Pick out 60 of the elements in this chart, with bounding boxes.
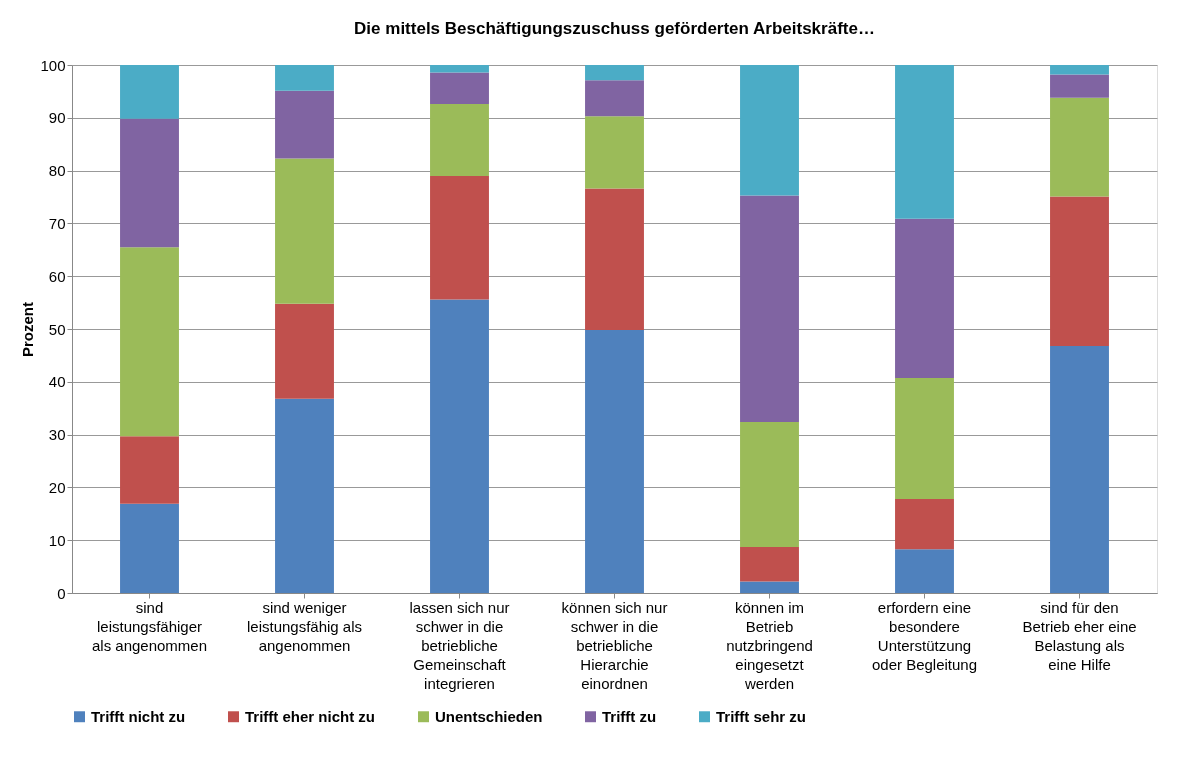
bar — [740, 421, 799, 548]
bar — [740, 65, 799, 196]
bar — [740, 581, 799, 593]
bar — [585, 188, 644, 331]
bar — [895, 65, 954, 219]
y-tick-label: 20 — [48, 478, 66, 496]
y-axis-title: Prozent — [19, 301, 37, 358]
x-tick-label: erfordern eine besondere Unterstützung oder Begleitung — [871, 598, 978, 673]
bar — [275, 65, 334, 91]
bar — [120, 118, 179, 248]
y-tick-label: 30 — [48, 426, 66, 444]
bar — [120, 436, 179, 504]
x-tick-label: lassen sich nur schwer in die betriebliche Gemeinschaft integrieren — [409, 598, 510, 692]
bar — [120, 247, 179, 437]
bar — [275, 90, 334, 159]
bar — [740, 195, 799, 422]
bar — [585, 80, 644, 117]
x-tick-label: sind leistungsfähiger als angenommen — [91, 598, 208, 654]
bar — [895, 499, 954, 550]
bar — [895, 378, 954, 500]
y-tick-label: 60 — [48, 267, 66, 285]
bar — [895, 549, 954, 593]
x-tick-label: sind für den Betrieb eher eine Belastung als eine Hilfe — [1022, 598, 1137, 673]
bar — [585, 116, 644, 189]
legend-label: Trifft zu — [602, 707, 657, 725]
bar — [120, 65, 179, 119]
bar — [1050, 65, 1109, 75]
y-tick-label: 10 — [48, 531, 66, 549]
bar — [1050, 97, 1109, 197]
bar — [895, 218, 954, 379]
bar — [430, 175, 489, 300]
bar — [430, 104, 489, 176]
bar — [275, 398, 334, 593]
bar — [275, 158, 334, 304]
x-tick-label: können sich nur schwer in die betriebliche Hierarchie einordnen — [561, 598, 668, 692]
x-tick-label: können im Betrieb nutzbringend eingesetzt werden — [726, 598, 813, 692]
y-tick-label: 100 — [40, 56, 66, 74]
bar — [1050, 196, 1109, 346]
chart-title: Die mittels Beschäftigungszuschuss geförderten Arbeitskräfte… — [354, 19, 875, 38]
bar — [120, 503, 179, 593]
bar — [430, 299, 489, 593]
bar — [430, 65, 489, 73]
y-tick-label: 50 — [48, 320, 66, 338]
x-tick-label: sind weniger leistungsfähig als angenommen — [246, 598, 363, 654]
legend-label: Trifft nicht zu — [91, 707, 186, 725]
legend-label: Trifft sehr zu — [716, 707, 807, 725]
bar — [585, 65, 644, 81]
legend-label: Unentschieden — [435, 707, 543, 725]
bar — [1050, 345, 1109, 593]
bar — [430, 72, 489, 105]
y-tick-label: 70 — [48, 214, 66, 232]
y-tick-label: 90 — [48, 109, 66, 127]
y-tick-label: 80 — [48, 162, 66, 180]
bar — [1050, 74, 1109, 98]
legend-label: Trifft eher nicht zu — [245, 707, 376, 725]
bar — [275, 303, 334, 399]
y-tick-label: 0 — [57, 584, 66, 602]
y-tick-label: 40 — [48, 373, 66, 391]
bar — [740, 547, 799, 582]
bar — [585, 330, 644, 593]
